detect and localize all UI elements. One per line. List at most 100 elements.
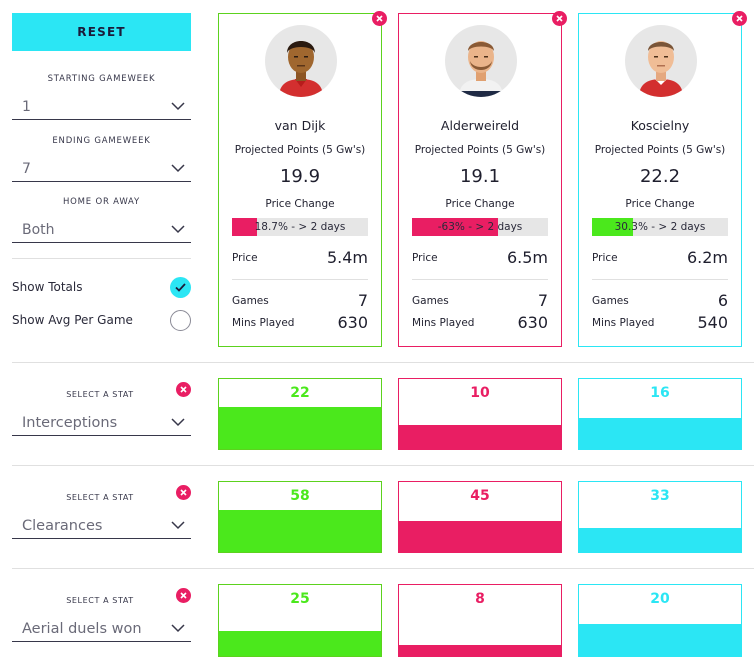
games-value: 7 — [537, 291, 548, 310]
reset-button[interactable]: RESET — [12, 13, 191, 51]
remove-stat-button[interactable] — [176, 382, 191, 397]
stat-value-box: 25 — [218, 584, 382, 657]
stat-fill — [399, 424, 561, 449]
stat-select-value: Clearances — [22, 517, 103, 534]
stat-value: 16 — [650, 385, 670, 401]
player-name: Alderweireld — [440, 118, 520, 133]
remove-player-button[interactable] — [732, 11, 747, 26]
price-label: Price — [412, 252, 438, 264]
projected-points-label: Projected Points (5 Gw's) — [594, 144, 726, 156]
stat-value: 10 — [470, 385, 490, 401]
remove-player-button[interactable] — [372, 11, 387, 26]
close-icon — [376, 15, 383, 22]
mins-played-label: Mins Played — [232, 317, 295, 329]
price-change-bar: -63% - > 2 days — [412, 218, 548, 236]
select-stat-label: SELECT A STAT — [66, 493, 134, 502]
select-stat-label: SELECT A STAT — [66, 596, 134, 605]
chevron-down-icon — [171, 521, 185, 530]
stat-select-value: Interceptions — [22, 414, 118, 431]
show-avg-checkbox[interactable] — [170, 309, 191, 331]
player-name: van Dijk — [274, 118, 326, 133]
stat-value-box: 16 — [578, 378, 742, 450]
games-label: Games — [592, 295, 629, 307]
games-value: 6 — [717, 291, 728, 310]
stat-value-box: 20 — [578, 584, 742, 657]
show-totals-label: Show Totals — [12, 280, 83, 294]
games-label: Games — [412, 295, 449, 307]
stat-value-box: 58 — [218, 481, 382, 553]
starting-gameweek-value: 1 — [22, 98, 31, 115]
row-divider — [12, 568, 754, 569]
mins-played-value: 540 — [697, 313, 728, 332]
show-avg-toggle[interactable]: Show Avg Per Game — [12, 308, 191, 332]
stat-value: 22 — [290, 385, 310, 401]
price-change-bar: 30.3% - > 2 days — [592, 218, 728, 236]
close-icon — [180, 592, 187, 599]
close-icon — [180, 386, 187, 393]
stat-value-box: 45 — [398, 481, 562, 553]
stat-fill — [399, 520, 561, 552]
starting-gameweek-label: STARTING GAMEWEEK — [47, 74, 156, 84]
projected-points-label: Projected Points (5 Gw's) — [414, 144, 546, 156]
home-away-value: Both — [22, 221, 55, 238]
chevron-down-icon — [171, 418, 185, 427]
stat-value-box: 10 — [398, 378, 562, 450]
starting-gameweek-select[interactable]: 1 — [12, 94, 191, 120]
row-divider — [12, 465, 754, 466]
projected-points-value: 22.2 — [639, 166, 681, 187]
row-divider — [12, 362, 754, 363]
stat-select[interactable]: Aerial duels won — [12, 616, 191, 642]
player-avatar — [625, 25, 697, 97]
ending-gameweek-select[interactable]: 7 — [12, 156, 191, 182]
stat-select[interactable]: Clearances — [12, 513, 191, 539]
close-icon — [180, 489, 187, 496]
price-change-fill — [412, 218, 498, 236]
price-change-fill — [592, 218, 634, 236]
price-change-text: 18.7% - > 2 days — [254, 221, 346, 233]
price-value: 5.4m — [326, 248, 368, 267]
ending-gameweek-label: ENDING GAMEWEEK — [52, 136, 151, 146]
sidebar-divider — [12, 258, 191, 259]
price-change-bar: 18.7% - > 2 days — [232, 218, 368, 236]
price-change-fill — [232, 218, 258, 236]
stat-value: 58 — [290, 488, 310, 504]
player-avatar — [265, 25, 337, 97]
mins-played-value: 630 — [337, 313, 368, 332]
mins-played-label: Mins Played — [412, 317, 475, 329]
price-value: 6.5m — [506, 248, 548, 267]
price-change-label: Price Change — [445, 198, 515, 210]
price-change-text: -63% - > 2 days — [437, 221, 523, 233]
stat-fill — [579, 624, 741, 656]
home-away-select[interactable]: Both — [12, 217, 191, 243]
player-avatar — [445, 25, 517, 97]
show-totals-checkbox[interactable] — [170, 276, 191, 298]
stat-fill — [219, 407, 381, 449]
ending-gameweek-value: 7 — [22, 160, 31, 177]
price-value: 6.2m — [686, 248, 728, 267]
show-totals-toggle[interactable]: Show Totals — [12, 275, 191, 299]
price-change-label: Price Change — [265, 198, 335, 210]
check-icon — [175, 282, 186, 292]
select-stat-label: SELECT A STAT — [66, 390, 134, 399]
projected-points-value: 19.9 — [279, 166, 321, 187]
player-card: Alderweireld Projected Points (5 Gw's) 1… — [398, 13, 562, 347]
stat-value: 20 — [650, 591, 670, 607]
card-divider — [592, 279, 728, 280]
games-label: Games — [232, 295, 269, 307]
chevron-down-icon — [171, 102, 185, 111]
show-avg-label: Show Avg Per Game — [12, 313, 133, 327]
chevron-down-icon — [171, 225, 185, 234]
remove-stat-button[interactable] — [176, 485, 191, 500]
stat-value-box: 33 — [578, 481, 742, 553]
card-divider — [232, 279, 368, 280]
remove-stat-button[interactable] — [176, 588, 191, 603]
price-change-text: 30.3% - > 2 days — [614, 221, 706, 233]
home-away-label: HOME OR AWAY — [62, 197, 141, 207]
stat-select[interactable]: Interceptions — [12, 410, 191, 436]
remove-player-button[interactable] — [552, 11, 567, 26]
mins-played-value: 630 — [517, 313, 548, 332]
stat-value: 45 — [470, 488, 490, 504]
stat-select-value: Aerial duels won — [22, 620, 142, 637]
chevron-down-icon — [171, 164, 185, 173]
player-card: Koscielny Projected Points (5 Gw's) 22.2… — [578, 13, 742, 347]
